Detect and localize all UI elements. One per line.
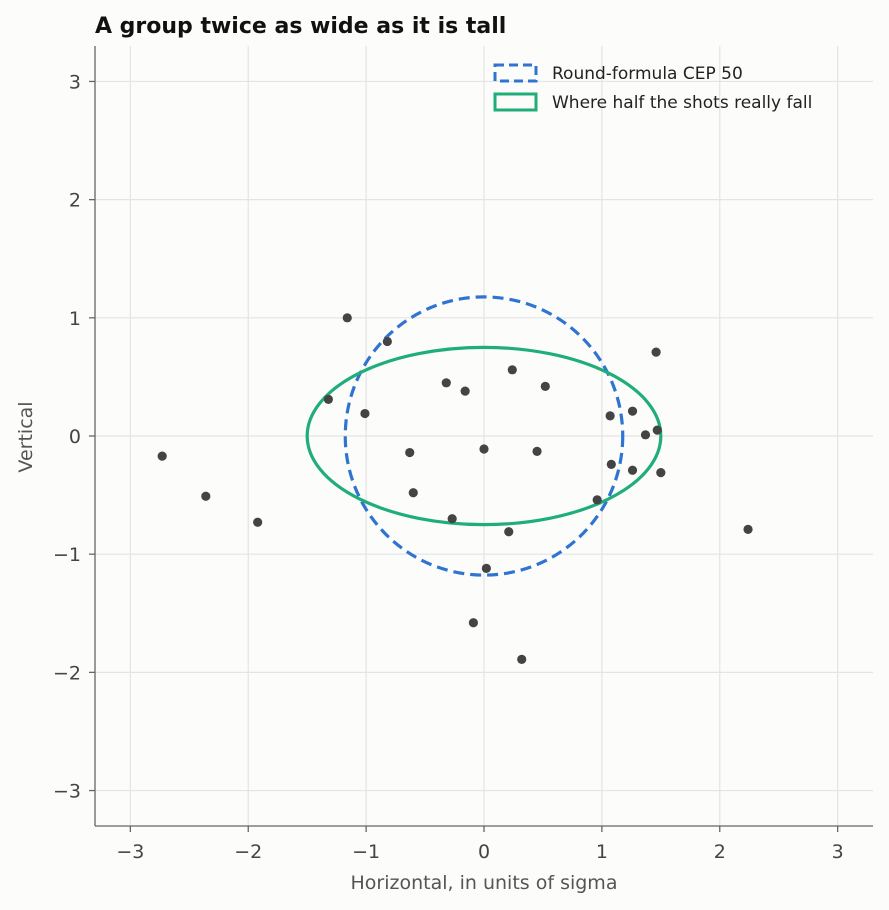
data-point xyxy=(627,465,638,475)
data-point xyxy=(479,444,489,454)
data-point xyxy=(382,336,392,347)
legend-label: Round-formula CEP 50 xyxy=(552,64,743,84)
data-point xyxy=(360,408,370,419)
legend: Round-formula CEP 50 Where half the shots… xyxy=(493,63,812,113)
grid xyxy=(95,46,873,826)
data-point xyxy=(447,514,457,524)
cep-circle xyxy=(343,295,625,577)
x-tick-label: 1 xyxy=(596,841,608,863)
y-axis-label: Vertical xyxy=(15,401,37,472)
x-tick-label: −3 xyxy=(116,841,144,863)
legend-label: Where half the shots really fall xyxy=(552,93,812,113)
data-point xyxy=(532,446,542,456)
data-point xyxy=(640,430,651,440)
y-tick-label: −2 xyxy=(53,662,81,684)
data-point xyxy=(468,618,478,628)
data-point xyxy=(605,411,615,421)
data-point xyxy=(342,313,352,323)
x-tick-label: 3 xyxy=(832,841,844,863)
data-point xyxy=(504,527,514,537)
y-tick-label: 2 xyxy=(69,190,81,212)
data-point xyxy=(540,381,550,391)
axes: −3 −2 −1 0 1 2 3 −3 −2 −1 0 1 2 3 xyxy=(53,46,873,863)
legend-swatch xyxy=(493,63,538,83)
x-tick-label: −1 xyxy=(352,841,380,863)
x-tick-label: 2 xyxy=(714,841,726,863)
data-point xyxy=(592,495,602,505)
x-tick-label: 0 xyxy=(478,841,490,863)
data-point xyxy=(201,491,211,501)
data-point xyxy=(627,406,638,416)
y-tick-label: 1 xyxy=(69,308,81,330)
data-point xyxy=(481,563,491,573)
x-axis-label: Horizontal, in units of sigma xyxy=(351,872,618,894)
data-point xyxy=(651,347,661,357)
data-point xyxy=(606,459,616,469)
data-point xyxy=(323,394,333,404)
x-tick-label: −2 xyxy=(234,841,262,863)
data-point xyxy=(743,524,753,534)
y-tick-label: −1 xyxy=(53,544,81,566)
y-tick-label: 3 xyxy=(69,71,81,93)
data-point xyxy=(408,488,418,498)
points-layer xyxy=(157,313,753,664)
y-tick-label: 0 xyxy=(69,426,81,448)
data-point xyxy=(517,654,527,664)
data-point xyxy=(507,365,517,375)
data-point xyxy=(652,425,662,435)
legend-swatch xyxy=(493,92,538,112)
y-tick-label: −3 xyxy=(53,781,81,803)
half-shots-ellipse xyxy=(305,345,663,527)
shapes-layer xyxy=(305,295,663,577)
data-point xyxy=(157,451,167,461)
data-point xyxy=(441,378,451,388)
data-point xyxy=(253,517,263,527)
chart-title: A group twice as wide as it is tall xyxy=(95,14,506,39)
data-point xyxy=(405,447,415,458)
data-point xyxy=(460,386,470,396)
data-point xyxy=(656,468,666,478)
